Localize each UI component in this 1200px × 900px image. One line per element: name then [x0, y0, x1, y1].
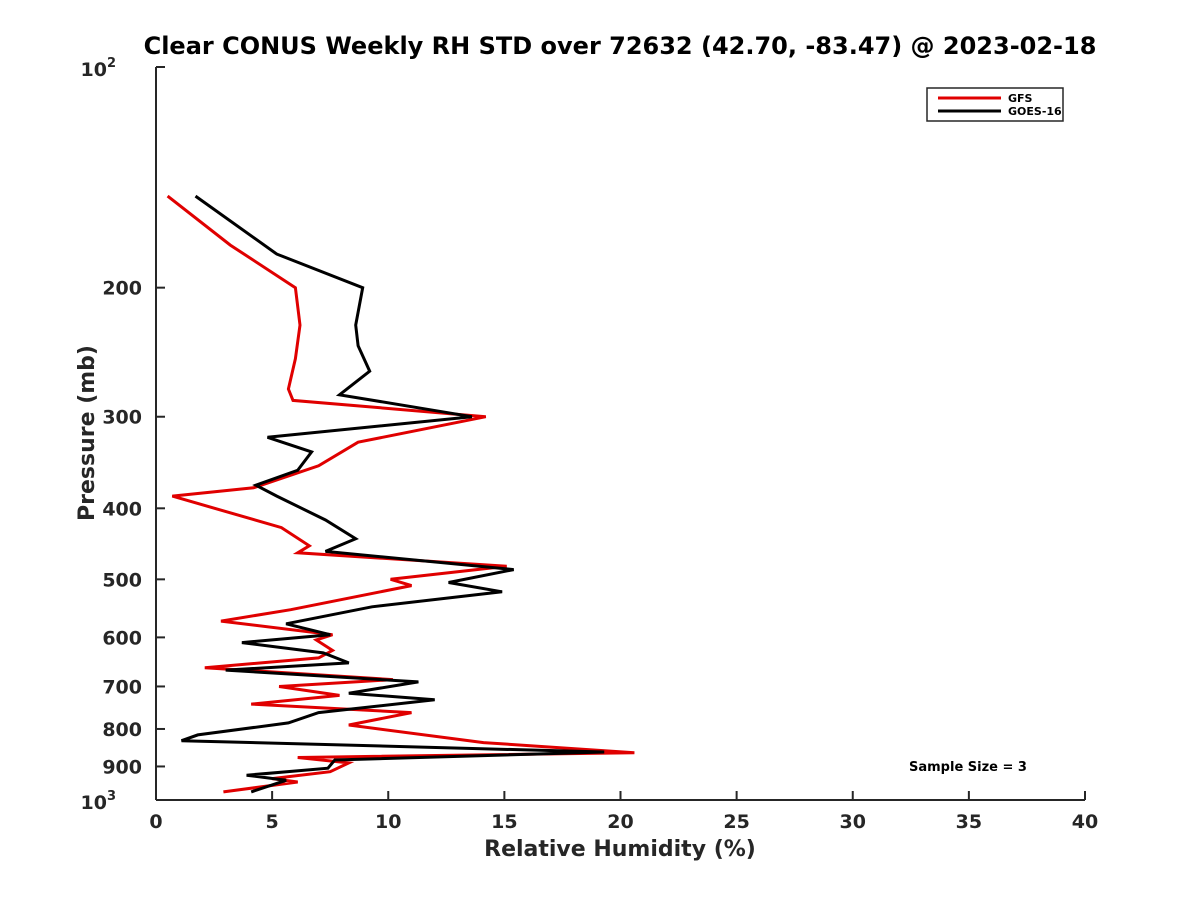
chart-title: Clear CONUS Weekly RH STD over 72632 (42… — [144, 32, 1097, 60]
y-tick-label: 800 — [102, 719, 142, 741]
x-tick-label: 35 — [956, 811, 982, 833]
x-tick-label: 5 — [266, 811, 279, 833]
x-ticks: 0 5 10 15 20 25 30 35 40 — [149, 791, 1098, 833]
x-tick-label: 40 — [1072, 811, 1098, 833]
legend-label-gfs: GFS — [1008, 92, 1033, 105]
legend-box — [926, 87, 1064, 122]
y-tick-label: 600 — [102, 627, 142, 649]
y-tick-label: 500 — [102, 569, 142, 591]
y-tick-label: 300 — [102, 407, 142, 429]
x-tick-label: 25 — [723, 811, 749, 833]
x-tick-label: 30 — [840, 811, 866, 833]
series-lines — [166, 194, 635, 794]
y-tick-label: 103 — [81, 789, 117, 814]
series-line-goes16 — [180, 194, 605, 794]
series-line-gfs — [166, 194, 635, 794]
x-tick-label: 10 — [375, 811, 401, 833]
y-tick-label: 102 — [81, 56, 117, 81]
y-axis-label: Pressure (mb) — [75, 345, 100, 521]
x-tick-label: 15 — [491, 811, 517, 833]
sample-size-annotation: Sample Size = 3 — [909, 760, 1027, 775]
x-tick-label: 20 — [607, 811, 633, 833]
y-tick-label: 400 — [102, 498, 142, 520]
y-tick-label: 200 — [102, 278, 142, 300]
y-ticks: 102 200 300 400 500 600 700 800 900 103 — [81, 56, 165, 814]
y-tick-label: 700 — [102, 676, 142, 698]
legend-label-goes16: GOES-16 — [1008, 105, 1062, 118]
x-axis-label: Relative Humidity (%) — [484, 837, 756, 862]
y-tick-label: 900 — [102, 756, 142, 778]
legend: GFS GOES-16 — [926, 87, 1064, 122]
x-tick-label: 0 — [149, 811, 162, 833]
